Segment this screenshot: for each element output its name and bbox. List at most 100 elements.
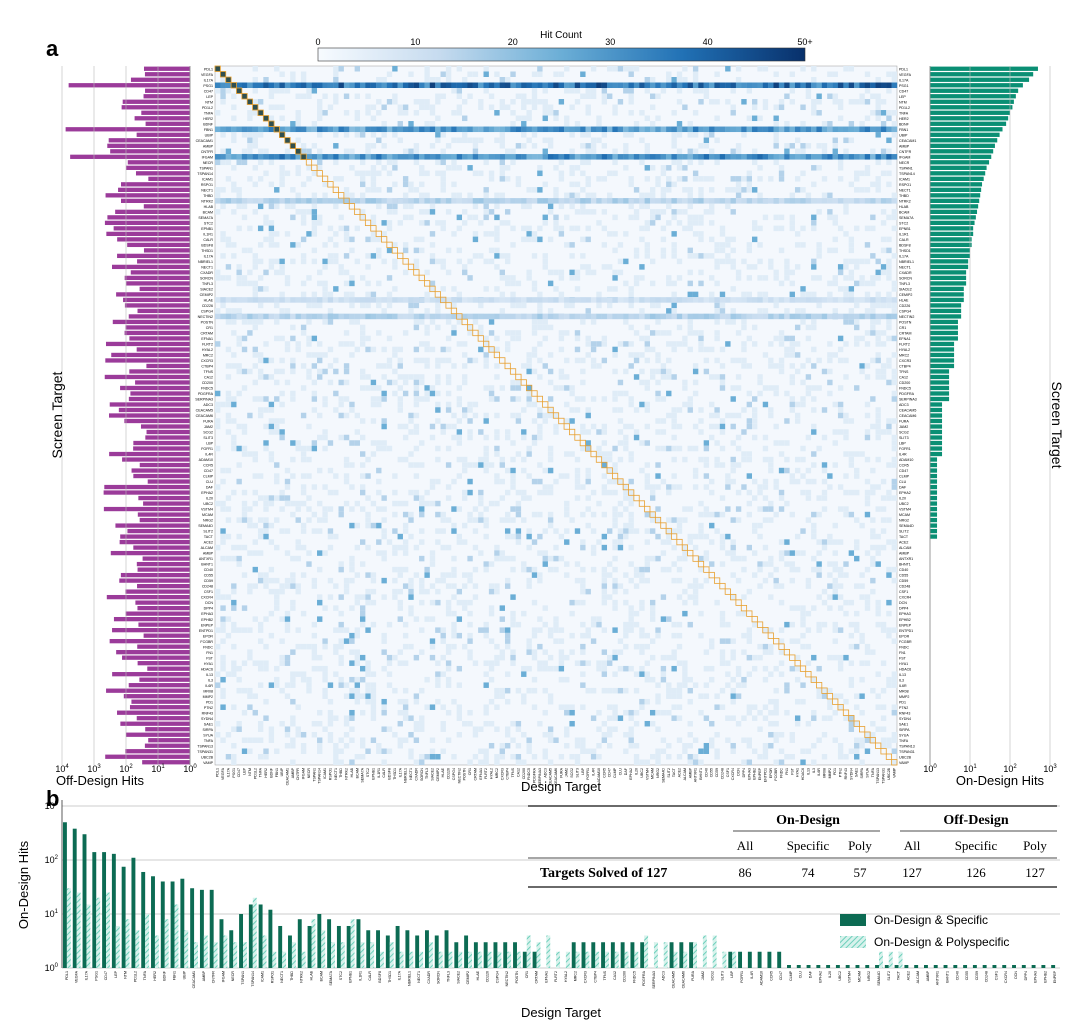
heatmap-cell <box>284 346 291 353</box>
heatmap-cell <box>402 632 409 639</box>
heatmap-cell <box>494 346 500 353</box>
heatmap-cell <box>547 396 554 402</box>
heatmap-cell <box>752 572 758 578</box>
heatmap-cell <box>671 346 677 353</box>
heatmap-cell <box>558 649 565 655</box>
heatmap-cell <box>719 374 726 380</box>
heatmap-cell <box>241 423 248 430</box>
heatmap-cell <box>569 418 575 424</box>
heatmap-cell <box>607 451 613 457</box>
heatmap-cell <box>741 456 747 463</box>
heatmap-cell <box>617 649 624 655</box>
heatmap-cell <box>220 737 226 743</box>
heatmap-row-cell <box>709 126 715 133</box>
heatmap-cell <box>268 231 275 237</box>
heatmap-cell <box>402 544 409 551</box>
heatmap-cell <box>660 676 667 683</box>
heatmap-cell <box>542 324 548 331</box>
heatmap-cell <box>714 302 720 309</box>
heatmap-cell <box>408 203 414 210</box>
heatmap-cell <box>596 660 602 666</box>
heatmap-cell <box>687 159 693 166</box>
heatmap-cell <box>359 451 366 457</box>
heatmap-cell <box>252 181 258 188</box>
heatmap-cell <box>569 709 575 716</box>
heatmap-cell <box>676 132 683 138</box>
heatmap-row-cell <box>456 126 463 133</box>
heatmap-cell <box>327 253 334 259</box>
heatmap-cell <box>848 258 855 265</box>
heatmap-cell <box>607 687 613 694</box>
heatmap-cell <box>564 726 570 732</box>
heatmap-cell <box>215 401 221 408</box>
heatmap-row-cell <box>891 126 898 133</box>
heatmap-cell <box>300 544 307 551</box>
heatmap-cell <box>564 451 570 457</box>
heatmap-cell <box>714 748 720 754</box>
heatmap-cell <box>735 665 742 672</box>
heatmap-cell <box>762 275 769 281</box>
heatmap-cell <box>279 170 285 177</box>
heatmap-cell <box>666 654 672 661</box>
heatmap-cell <box>483 759 489 765</box>
heatmap-cell <box>220 539 226 545</box>
heatmap-cell <box>671 621 677 628</box>
heatmap-cell <box>800 104 806 111</box>
heatmap-cell <box>564 561 570 567</box>
heatmap-cell <box>639 440 645 446</box>
heatmap-cell <box>537 429 543 435</box>
heatmap-cell <box>521 671 527 677</box>
heatmap-cell <box>365 671 371 677</box>
heatmap-cell <box>628 737 634 743</box>
heatmap-cell <box>811 478 817 485</box>
heatmap-cell <box>413 143 420 149</box>
heatmap-cell <box>564 214 570 221</box>
heatmap-cell <box>773 71 779 77</box>
heatmap-cell <box>429 286 436 292</box>
heatmap-cell <box>333 253 339 259</box>
heatmap-cell <box>880 269 887 276</box>
heatmap-cell <box>827 280 833 287</box>
heatmap-cell <box>488 330 495 336</box>
heatmap-cell <box>290 676 296 683</box>
heatmap-cell <box>687 506 693 512</box>
heatmap-row-cell <box>322 154 328 160</box>
heatmap-cell <box>306 368 312 375</box>
heatmap-cell <box>854 555 860 562</box>
heatmap-cell <box>424 66 430 72</box>
heatmap-cell <box>241 214 248 221</box>
heatmap-cell <box>628 401 634 408</box>
heatmap-row-cell <box>456 82 463 89</box>
heatmap-cell <box>231 418 237 424</box>
heatmap-cell <box>854 324 860 331</box>
heatmap-cell <box>859 121 865 127</box>
heatmap-cell <box>413 357 420 364</box>
heatmap-cell <box>424 363 430 369</box>
heatmap-cell <box>386 748 393 754</box>
heatmap-cell <box>419 599 425 606</box>
heatmap-cell <box>655 484 661 490</box>
heatmap-cell <box>880 368 887 375</box>
heatmap-cell <box>333 368 339 375</box>
heatmap-cell <box>692 231 699 237</box>
heatmap-cell <box>440 132 446 138</box>
heatmap-cell <box>445 319 452 325</box>
heatmap-cell <box>515 280 522 287</box>
heatmap-cell <box>300 385 307 391</box>
heatmap-row-cell <box>574 82 581 89</box>
heatmap-cell <box>773 423 779 430</box>
heatmap-cell <box>521 132 527 138</box>
heatmap-cell <box>757 165 763 171</box>
heatmap-cell <box>510 533 516 540</box>
heatmap-cell <box>682 550 688 556</box>
heatmap-cell <box>252 522 258 529</box>
heatmap-cell <box>633 687 640 694</box>
heatmap-cell <box>601 687 608 694</box>
heatmap-cell <box>515 451 522 457</box>
heatmap-cell <box>413 247 420 254</box>
heatmap-cell <box>800 643 806 650</box>
heatmap-cell <box>617 258 624 265</box>
heatmap-row-cell <box>445 82 452 89</box>
heatmap-cell <box>215 187 221 193</box>
heatmap-cell <box>435 93 441 100</box>
